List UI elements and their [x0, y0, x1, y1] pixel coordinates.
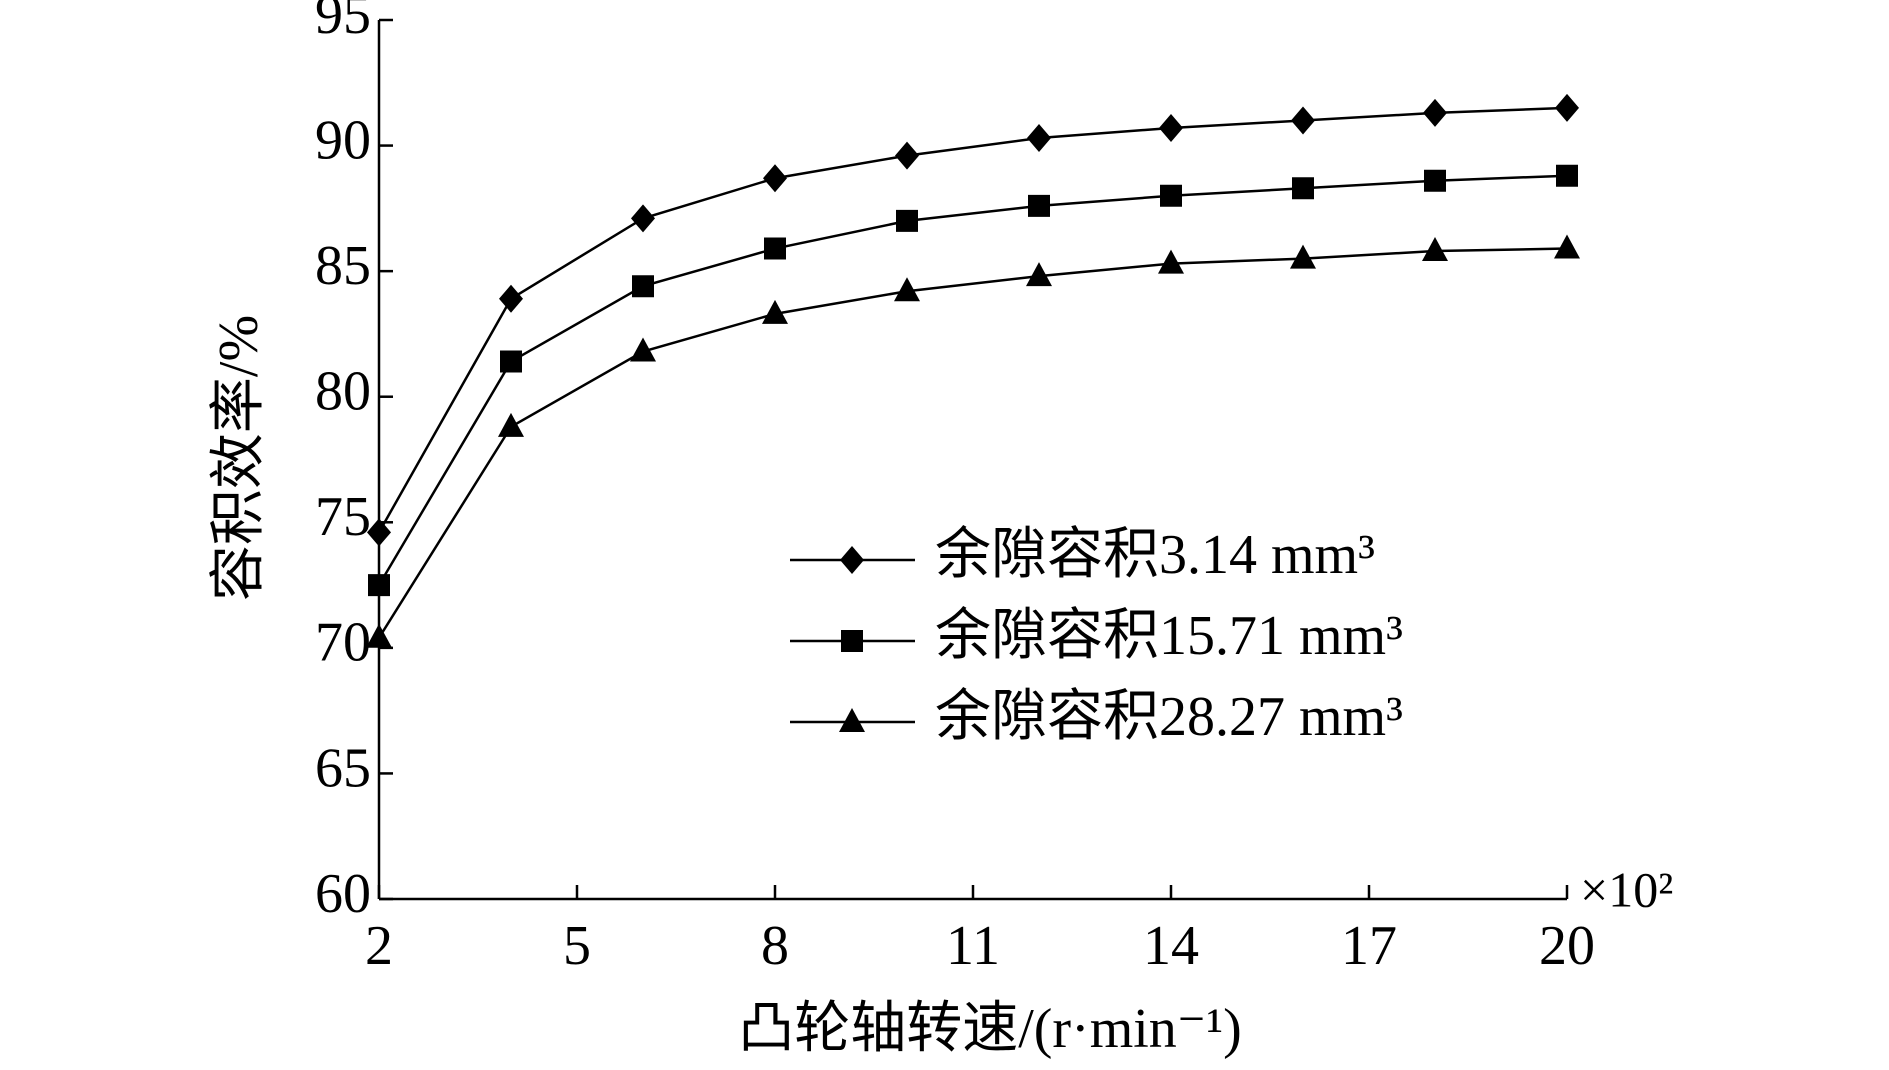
x-tick-label: 17 [1341, 915, 1397, 977]
data-point [1158, 249, 1184, 274]
data-point [895, 141, 919, 170]
legend-marker [840, 546, 864, 574]
data-point [499, 284, 523, 313]
y-tick-label: 90 [315, 109, 371, 171]
legend-marker [841, 630, 863, 652]
y-tick-label: 80 [315, 361, 371, 423]
y-tick-label: 65 [315, 737, 371, 799]
data-point [1290, 244, 1316, 269]
y-axis-label: 容积效率/% [208, 315, 270, 601]
series-line [377, 247, 1568, 639]
data-point [1423, 98, 1447, 127]
data-point [498, 412, 524, 437]
legend-marker [839, 708, 865, 732]
legend-label: 余隙容积3.14 mm³ [935, 524, 1375, 586]
data-point [1555, 93, 1579, 122]
data-point [1422, 237, 1448, 262]
data-point [500, 350, 522, 373]
y-tick-label: 95 [315, 0, 371, 46]
y-tick-label: 85 [315, 235, 371, 297]
y-tick-label: 60 [315, 863, 371, 925]
series-line [377, 106, 1568, 533]
x-tick-label: 14 [1143, 915, 1199, 977]
data-point [896, 209, 918, 232]
data-point [1027, 124, 1051, 153]
legend-label: 余隙容积28.27 mm³ [935, 686, 1403, 748]
data-point [763, 164, 787, 193]
data-point [367, 518, 391, 547]
data-point [1159, 113, 1183, 142]
data-point [632, 275, 654, 298]
x-tick-label: 8 [761, 915, 789, 977]
x-tick-label: 2 [365, 915, 393, 977]
x-multiplier: ×10² [1580, 861, 1673, 917]
data-point [764, 237, 786, 260]
x-tick-label: 20 [1539, 915, 1595, 977]
data-point [1028, 194, 1050, 217]
data-point [630, 337, 656, 362]
x-tick-label: 11 [946, 915, 1000, 977]
y-tick-label: 75 [315, 486, 371, 548]
data-point [894, 277, 920, 302]
x-axis-label: 凸轮轴转速/(r·min⁻¹) [738, 998, 1242, 1060]
data-point [1026, 262, 1052, 287]
data-point [366, 623, 392, 648]
data-point [762, 299, 788, 324]
data-point [1291, 106, 1315, 135]
x-tick-label: 5 [563, 915, 591, 977]
series-line [377, 174, 1568, 586]
data-point [1424, 169, 1446, 192]
data-point [1554, 234, 1580, 259]
data-point [368, 574, 390, 597]
data-point [1292, 177, 1314, 200]
data-point [631, 204, 655, 233]
data-point [1160, 184, 1182, 207]
y-tick-label: 70 [315, 612, 371, 674]
legend-label: 余隙容积15.71 mm³ [935, 605, 1403, 667]
data-point [1556, 164, 1578, 187]
